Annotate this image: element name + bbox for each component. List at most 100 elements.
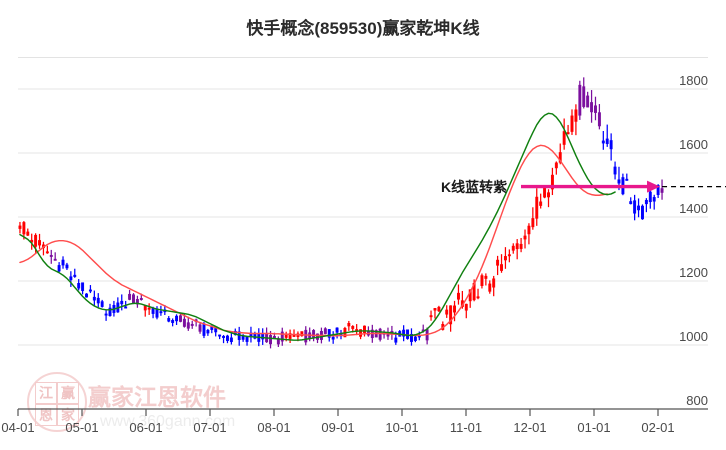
x-axis-tick-label: 11-01 <box>449 420 483 435</box>
candle-body <box>605 138 609 144</box>
candle-series <box>18 77 664 349</box>
candle-body <box>182 318 186 327</box>
candle-body <box>492 278 496 288</box>
x-axis-tick-label: 06-01 <box>129 420 163 435</box>
candle-body <box>515 243 519 250</box>
candle-body <box>578 84 582 116</box>
candle-body <box>437 306 441 312</box>
candle-body <box>523 235 527 240</box>
candle-body <box>644 199 648 205</box>
seal-char-1: 江 <box>35 382 57 404</box>
candle-body <box>135 299 139 305</box>
candle-body <box>625 178 629 181</box>
x-axis-tick-label: 09-01 <box>321 420 355 435</box>
candle-body <box>554 162 558 169</box>
candle-body <box>456 292 460 300</box>
candle-body <box>73 274 77 277</box>
candle-body <box>558 152 562 163</box>
candle-body <box>272 336 276 338</box>
candle-body <box>406 329 410 339</box>
seal-char-4: 家 <box>57 404 79 426</box>
candle-body <box>617 179 621 184</box>
x-axis-tick-label: 02-01 <box>641 420 675 435</box>
candle-body <box>214 328 218 333</box>
candle-body <box>566 132 570 135</box>
page-title: 快手概念(859530)赢家乾坤K线 <box>246 19 480 38</box>
candle-body <box>218 334 222 337</box>
candle-body <box>190 323 194 326</box>
candle-body <box>120 300 124 305</box>
candle-body <box>171 320 175 323</box>
candle-body <box>96 297 100 304</box>
candle-body <box>480 275 484 286</box>
candle-body <box>147 307 151 310</box>
candle-body <box>288 333 292 339</box>
candle-body <box>574 109 578 122</box>
candle-body <box>484 275 488 279</box>
seal-char-3: 恩 <box>35 404 57 426</box>
candle-body <box>503 256 507 261</box>
candle-body <box>284 334 288 338</box>
candle-body <box>527 225 531 235</box>
x-axis-tick-label: 07-01 <box>193 420 227 435</box>
y-axis-tick-label: 1400 <box>679 201 708 216</box>
candle-body <box>378 328 382 340</box>
candle-body <box>433 308 437 311</box>
candle-body <box>496 259 500 266</box>
candle-body <box>613 166 617 175</box>
candle-body <box>151 308 155 314</box>
candle-body <box>300 331 304 337</box>
candle-body <box>648 191 652 203</box>
candle-body <box>269 335 272 345</box>
candle-body <box>132 294 135 304</box>
moving-average-slow-line <box>19 144 608 337</box>
seal-char-2: 赢 <box>57 382 79 404</box>
candle-body <box>202 323 206 336</box>
candle-body <box>547 192 550 198</box>
moving-average-fast-line <box>19 112 616 341</box>
candle-body <box>507 254 511 257</box>
x-axis-tick-label: 10-01 <box>385 420 419 435</box>
candle-body <box>601 140 605 144</box>
x-axis-tick-label: 01-01 <box>577 420 611 435</box>
annotation-arrow-head <box>647 180 661 193</box>
candle-body <box>535 196 539 219</box>
candle-body <box>18 225 22 229</box>
y-axis-tick-label: 1800 <box>679 73 708 88</box>
candle-body <box>394 337 398 343</box>
candle-body <box>453 305 457 313</box>
y-axis-tick-label: 1000 <box>679 329 708 344</box>
candle-body <box>445 309 449 315</box>
candle-body <box>45 251 49 254</box>
candle-body <box>550 174 554 190</box>
candle-body <box>49 254 53 257</box>
candle-body <box>124 306 128 309</box>
candle-body <box>660 188 664 193</box>
candle-body <box>449 305 453 325</box>
candle-body <box>57 265 61 272</box>
candle-body <box>464 303 468 311</box>
candle-body <box>139 298 143 300</box>
candle-body <box>179 315 182 322</box>
candle-body <box>53 258 57 261</box>
candle-body <box>85 293 88 298</box>
candle-body <box>128 293 132 300</box>
candle-body <box>402 329 406 337</box>
annotation-arrow <box>521 180 661 193</box>
candle-body <box>335 327 339 333</box>
candle-body <box>292 334 296 337</box>
candle-body <box>312 330 316 339</box>
candle-body <box>656 185 660 195</box>
title-divider <box>18 57 708 58</box>
candle-body <box>69 276 73 281</box>
candle-body <box>108 307 112 316</box>
candle-body <box>413 336 417 341</box>
candle-body <box>327 329 331 338</box>
candle-body <box>280 331 284 342</box>
candle-body <box>304 329 308 343</box>
candle-body <box>229 337 233 343</box>
candle-body <box>359 329 363 337</box>
candle-body <box>104 313 108 316</box>
candle-body <box>590 102 594 113</box>
